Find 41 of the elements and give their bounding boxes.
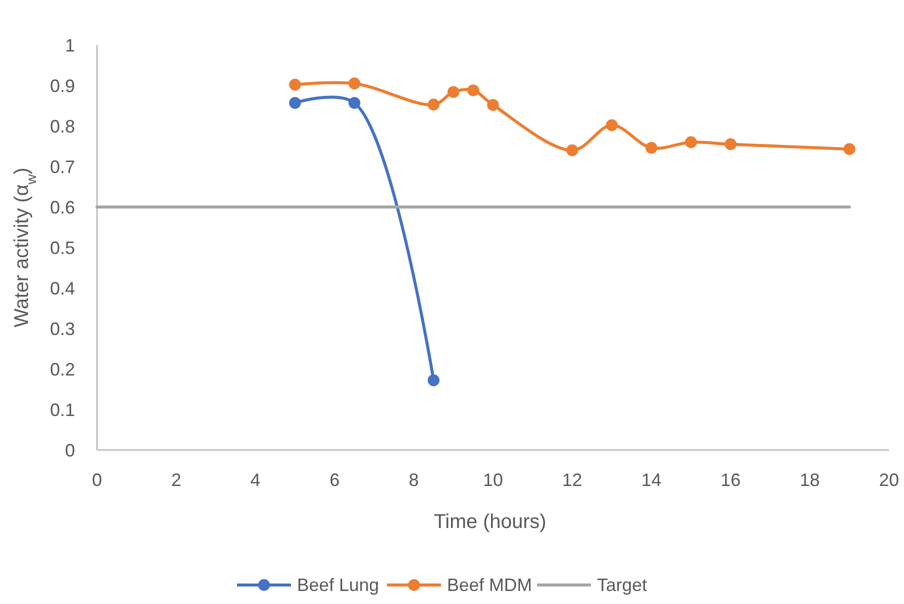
point [566, 144, 578, 156]
point [685, 136, 697, 148]
point [487, 99, 499, 111]
y-tick-label: 0.6 [50, 197, 75, 218]
point [467, 84, 480, 96]
point [348, 78, 360, 90]
y-tick-label: 0.9 [50, 76, 75, 96]
legend-label: Target [597, 575, 648, 595]
x-tick-label: 8 [408, 470, 419, 490]
point [348, 97, 360, 109]
x-tick-label: 18 [800, 470, 820, 490]
y-tick-label: 0.5 [50, 238, 75, 258]
point [289, 78, 301, 91]
x-tick-label: 2 [171, 470, 182, 490]
y-tick-label: 0.4 [50, 278, 75, 298]
point [724, 138, 737, 150]
point [447, 86, 460, 98]
legend-label: Beef Lung [297, 575, 380, 595]
x-tick-label: 20 [878, 470, 900, 490]
point [843, 143, 856, 155]
point [428, 98, 440, 110]
x-tick-label: 4 [250, 470, 260, 490]
x-tick-label: 12 [562, 470, 582, 490]
x-tick-label: 0 [92, 470, 102, 490]
point [428, 374, 440, 386]
y-tick-label: 0 [64, 440, 75, 460]
x-axis-title: Time (hours) [434, 511, 546, 533]
x-tick-label: 10 [482, 470, 504, 490]
point [289, 97, 301, 109]
point [606, 119, 618, 132]
point [645, 142, 658, 154]
y-tick-label: 0.3 [50, 318, 75, 339]
x-tick-label: 16 [720, 470, 741, 490]
x-tick-label: 14 [641, 470, 662, 490]
y-tick-label: 1 [64, 35, 75, 56]
y-tick-label: 0.1 [50, 400, 75, 420]
legend-label: Beef MDM [447, 575, 532, 595]
y-tick-label: 0.2 [50, 359, 75, 380]
y-tick-label: 0.8 [50, 116, 75, 136]
y-tick-label: 0.7 [50, 156, 75, 177]
x-tick-label: 6 [330, 470, 340, 490]
